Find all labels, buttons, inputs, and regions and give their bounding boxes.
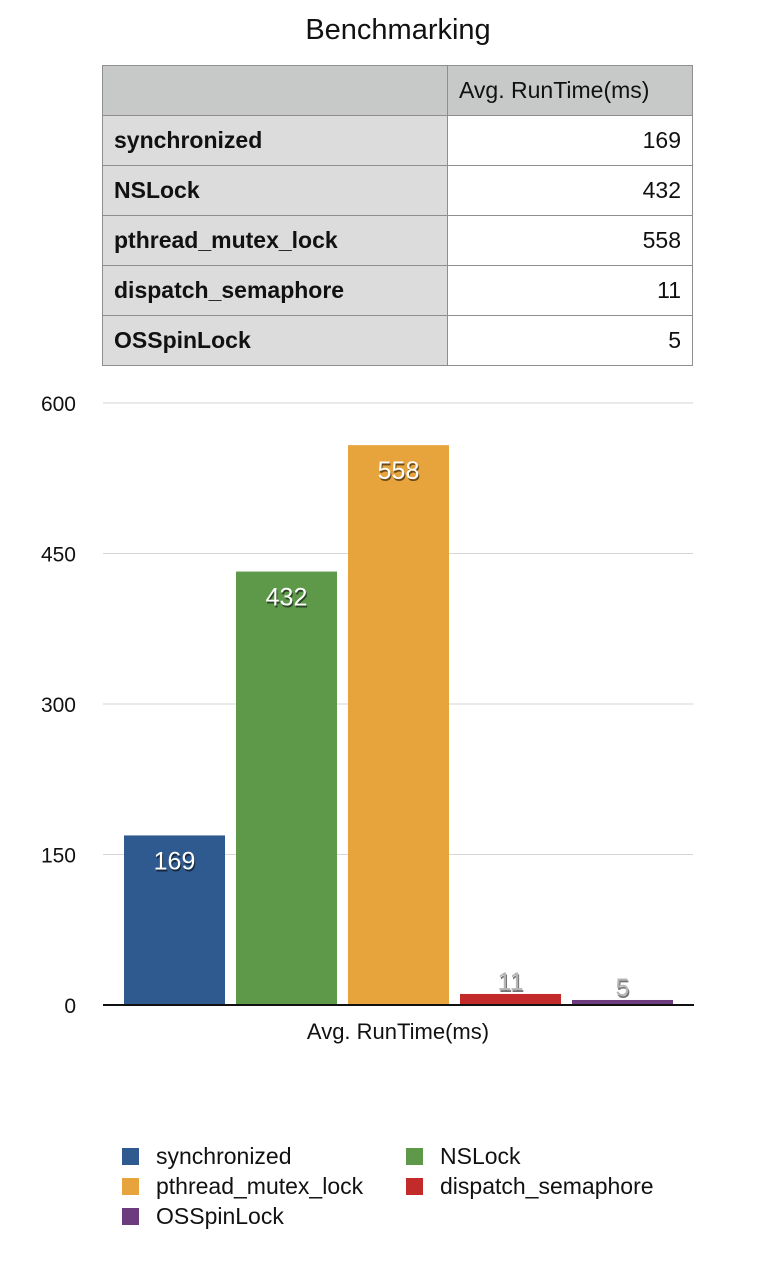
y-tick-label: 0 xyxy=(64,995,76,1018)
data-label: 432 xyxy=(266,584,308,612)
bar xyxy=(348,445,449,1005)
table-row-name: synchronized xyxy=(102,115,448,166)
bar xyxy=(572,999,673,1005)
y-tick-label: 600 xyxy=(41,393,76,416)
table-row-name: pthread_mutex_lock xyxy=(102,215,448,266)
legend-label: dispatch_semaphore xyxy=(440,1172,654,1199)
benchmark-table: Avg. RunTime(ms) synchronized 169 NSLock… xyxy=(102,65,693,366)
legend-item: OSSpinLock xyxy=(122,1203,406,1229)
data-label-shadow: 169 xyxy=(155,849,197,877)
legend-item: NSLock xyxy=(406,1143,666,1169)
legend-swatch xyxy=(122,1177,139,1195)
legend-item: synchronized xyxy=(122,1143,406,1169)
table-row: NSLock 432 xyxy=(102,165,693,216)
data-label: 11 xyxy=(498,968,524,996)
data-label-shadow: 432 xyxy=(267,586,309,614)
table-row-value: 432 xyxy=(447,165,693,216)
table-row-value: 558 xyxy=(447,215,693,266)
chart-title: Benchmarking xyxy=(305,14,491,46)
table-corner-cell xyxy=(102,65,448,116)
table-row: OSSpinLock 5 xyxy=(102,315,693,366)
data-label-shadow: 5 xyxy=(617,976,631,1004)
legend-label: synchronized xyxy=(156,1142,292,1169)
table-row-value: 5 xyxy=(447,315,693,366)
data-label: 558 xyxy=(378,457,420,485)
table-column-header: Avg. RunTime(ms) xyxy=(447,65,693,116)
legend-label: OSSpinLock xyxy=(156,1202,284,1229)
table-row-value: 11 xyxy=(447,265,693,316)
table-row-value: 169 xyxy=(447,115,693,166)
legend-item: pthread_mutex_lock xyxy=(122,1173,406,1199)
legend-swatch xyxy=(122,1207,139,1225)
data-label: 5 xyxy=(616,974,630,1002)
legend-swatch xyxy=(406,1177,423,1195)
legend-swatch xyxy=(122,1147,139,1165)
legend-item: dispatch_semaphore xyxy=(406,1173,666,1199)
table-row-name: NSLock xyxy=(102,165,448,216)
legend-swatch xyxy=(406,1147,423,1165)
y-tick-label: 300 xyxy=(41,694,76,717)
chart-legend: synchronized NSLock pthread_mutex_lock disp… xyxy=(122,1143,666,1229)
data-label-shadow: 11 xyxy=(499,970,525,998)
y-tick-label: 150 xyxy=(41,845,76,868)
table-row-name: dispatch_semaphore xyxy=(102,265,448,316)
bar xyxy=(236,571,337,1005)
bar xyxy=(124,835,225,1005)
x-category-label: Avg. RunTime(ms) xyxy=(307,1019,489,1044)
y-tick-label: 450 xyxy=(41,544,76,567)
table-header-row: Avg. RunTime(ms) xyxy=(102,65,693,116)
legend-label: NSLock xyxy=(440,1142,521,1169)
data-label: 169 xyxy=(154,847,196,875)
bar xyxy=(460,993,561,1005)
table-row-name: OSSpinLock xyxy=(102,315,448,366)
table-row: dispatch_semaphore 11 xyxy=(102,265,693,316)
legend-label: pthread_mutex_lock xyxy=(156,1172,364,1199)
data-label-shadow: 558 xyxy=(379,459,421,487)
table-row: synchronized 169 xyxy=(102,115,693,166)
table-row: pthread_mutex_lock 558 xyxy=(102,215,693,266)
